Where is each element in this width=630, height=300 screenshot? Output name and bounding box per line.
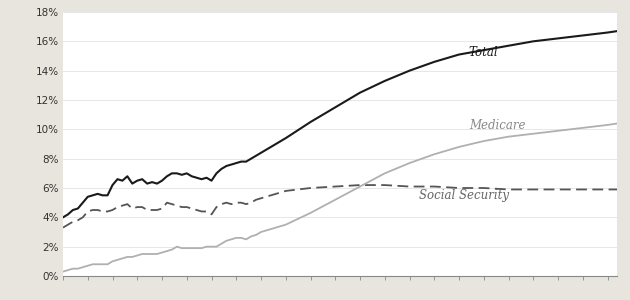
Text: Social Security: Social Security [420, 189, 510, 202]
Text: Medicare: Medicare [469, 119, 525, 132]
Text: Total: Total [469, 46, 498, 59]
